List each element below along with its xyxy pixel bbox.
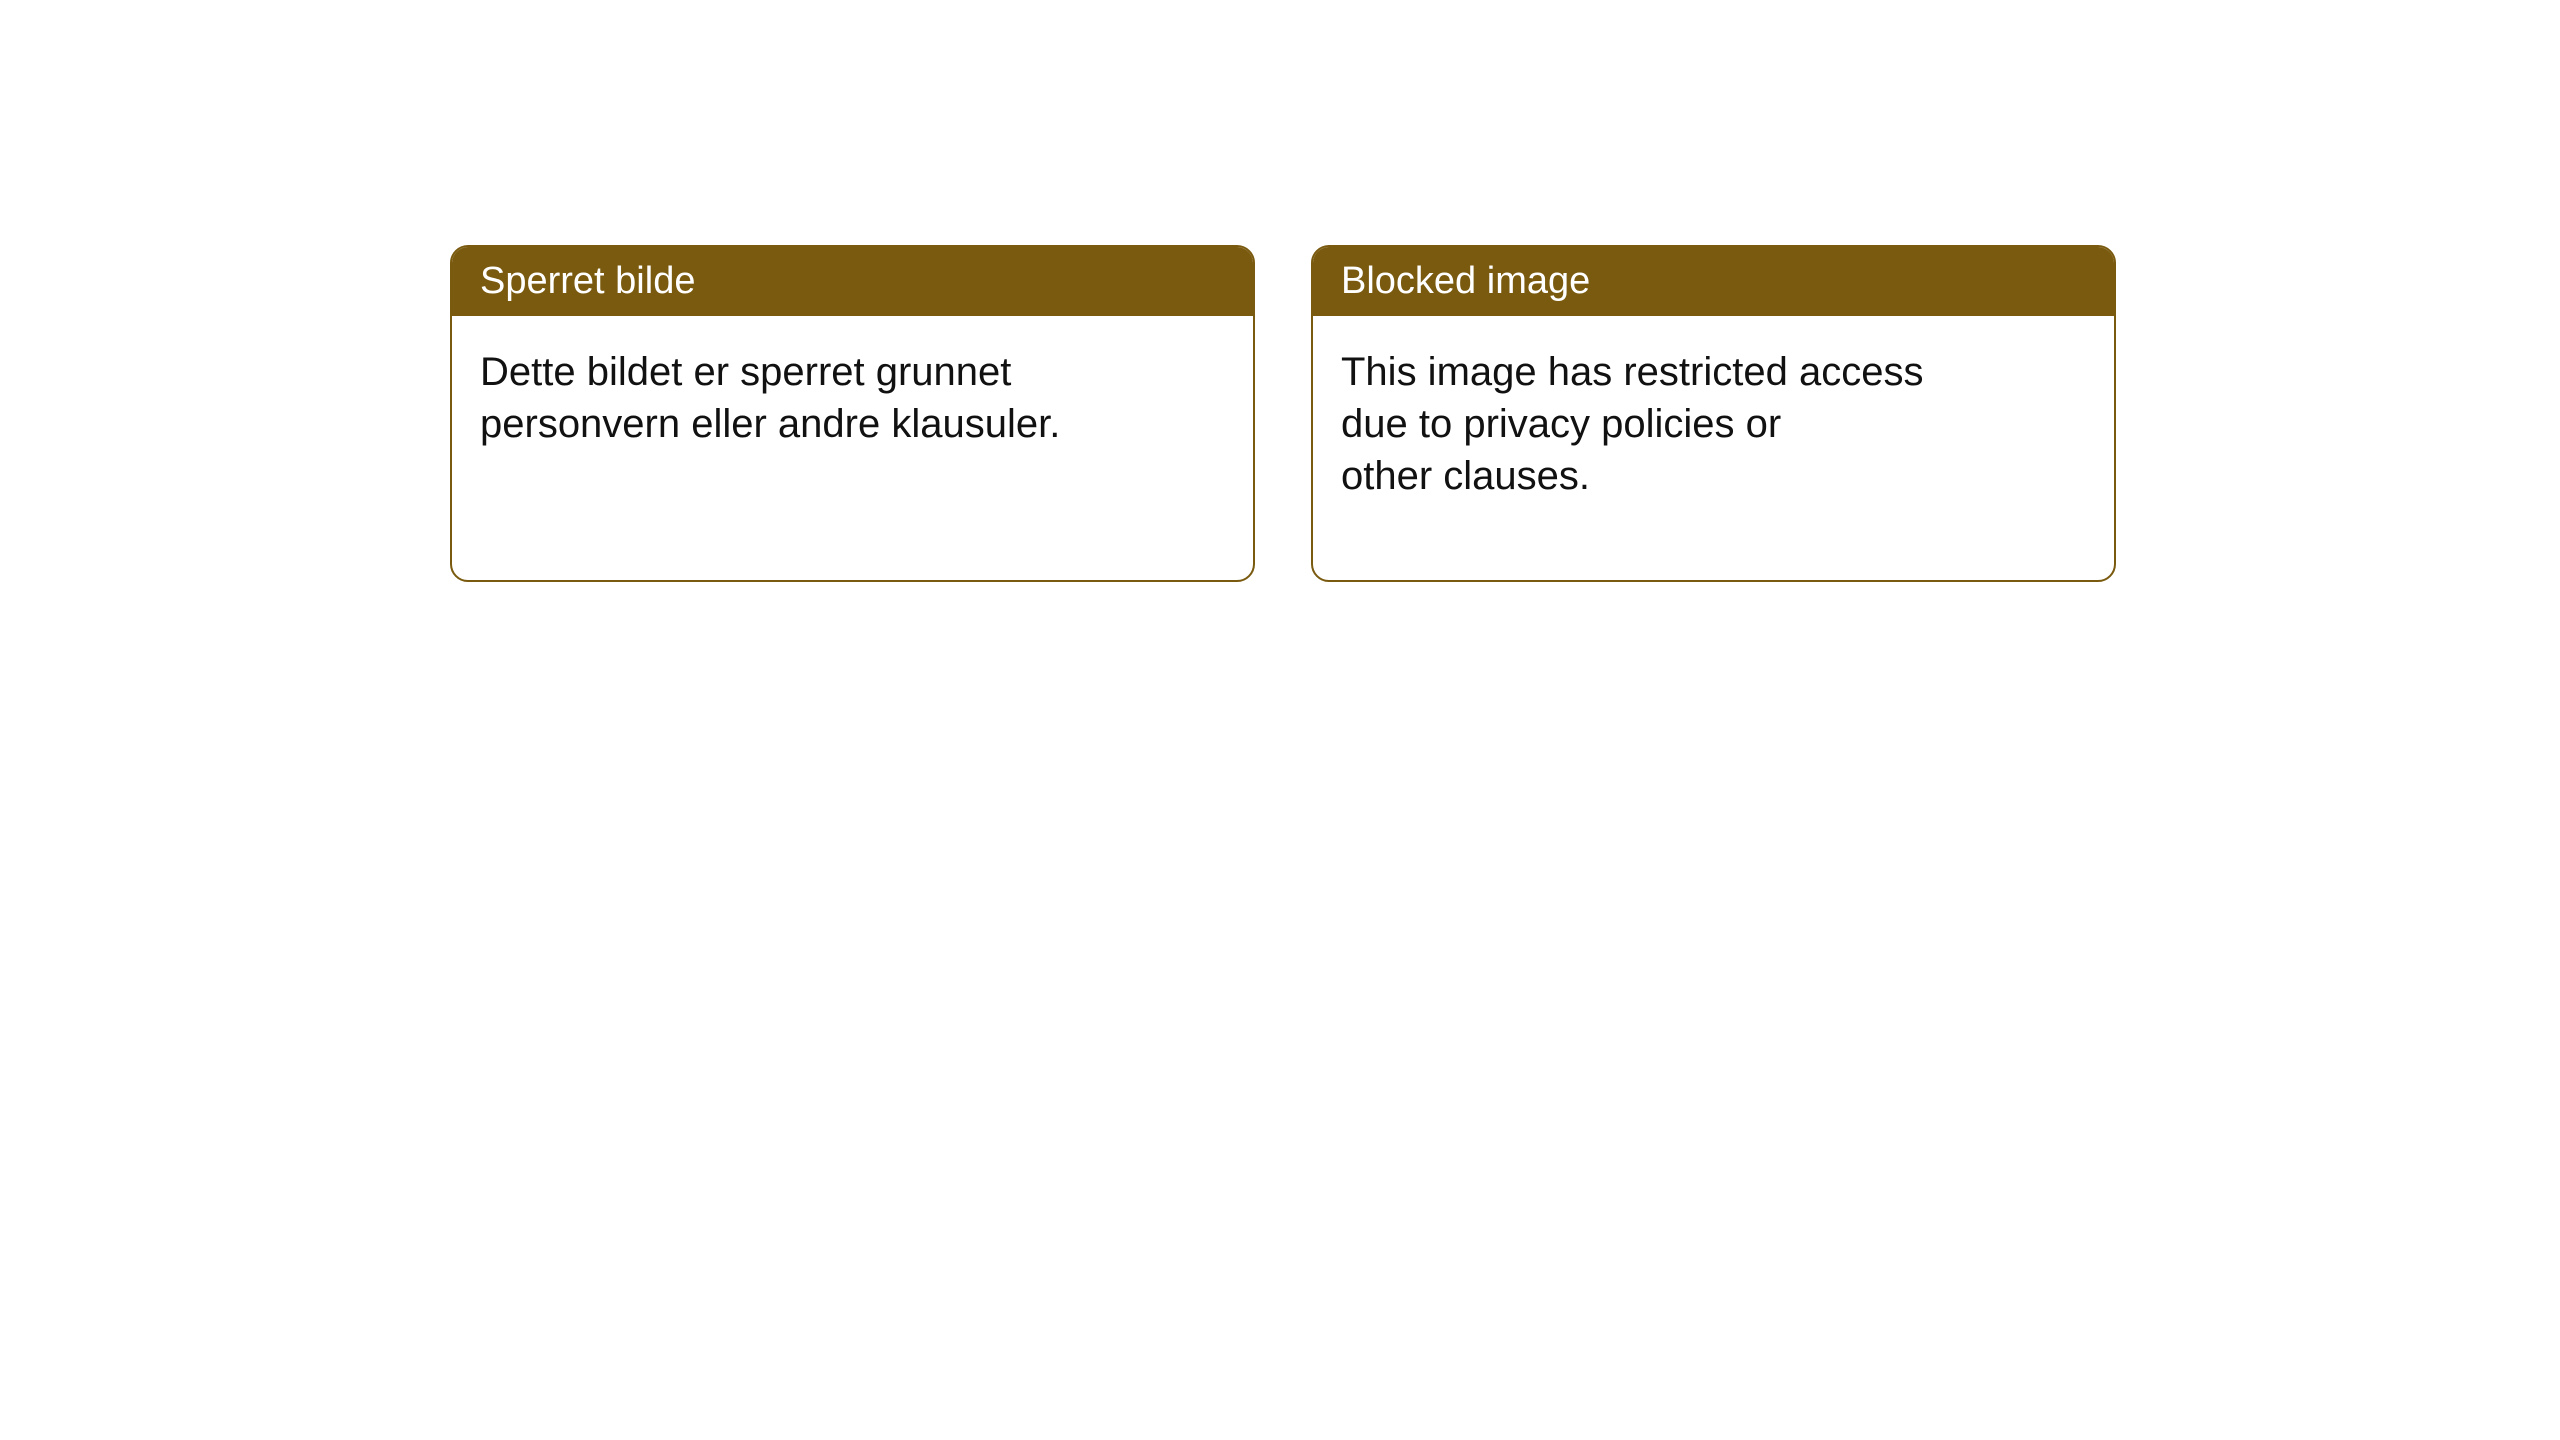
notice-container: Sperret bilde Dette bildet er sperret gr… (0, 0, 2560, 582)
notice-card-no: Sperret bilde Dette bildet er sperret gr… (450, 245, 1255, 582)
notice-card-en: Blocked image This image has restricted … (1311, 245, 2116, 582)
notice-header-en: Blocked image (1313, 247, 2114, 316)
notice-body-no: Dette bildet er sperret grunnet personve… (452, 316, 1253, 480)
notice-header-no: Sperret bilde (452, 247, 1253, 316)
notice-body-en: This image has restricted access due to … (1313, 316, 2114, 532)
